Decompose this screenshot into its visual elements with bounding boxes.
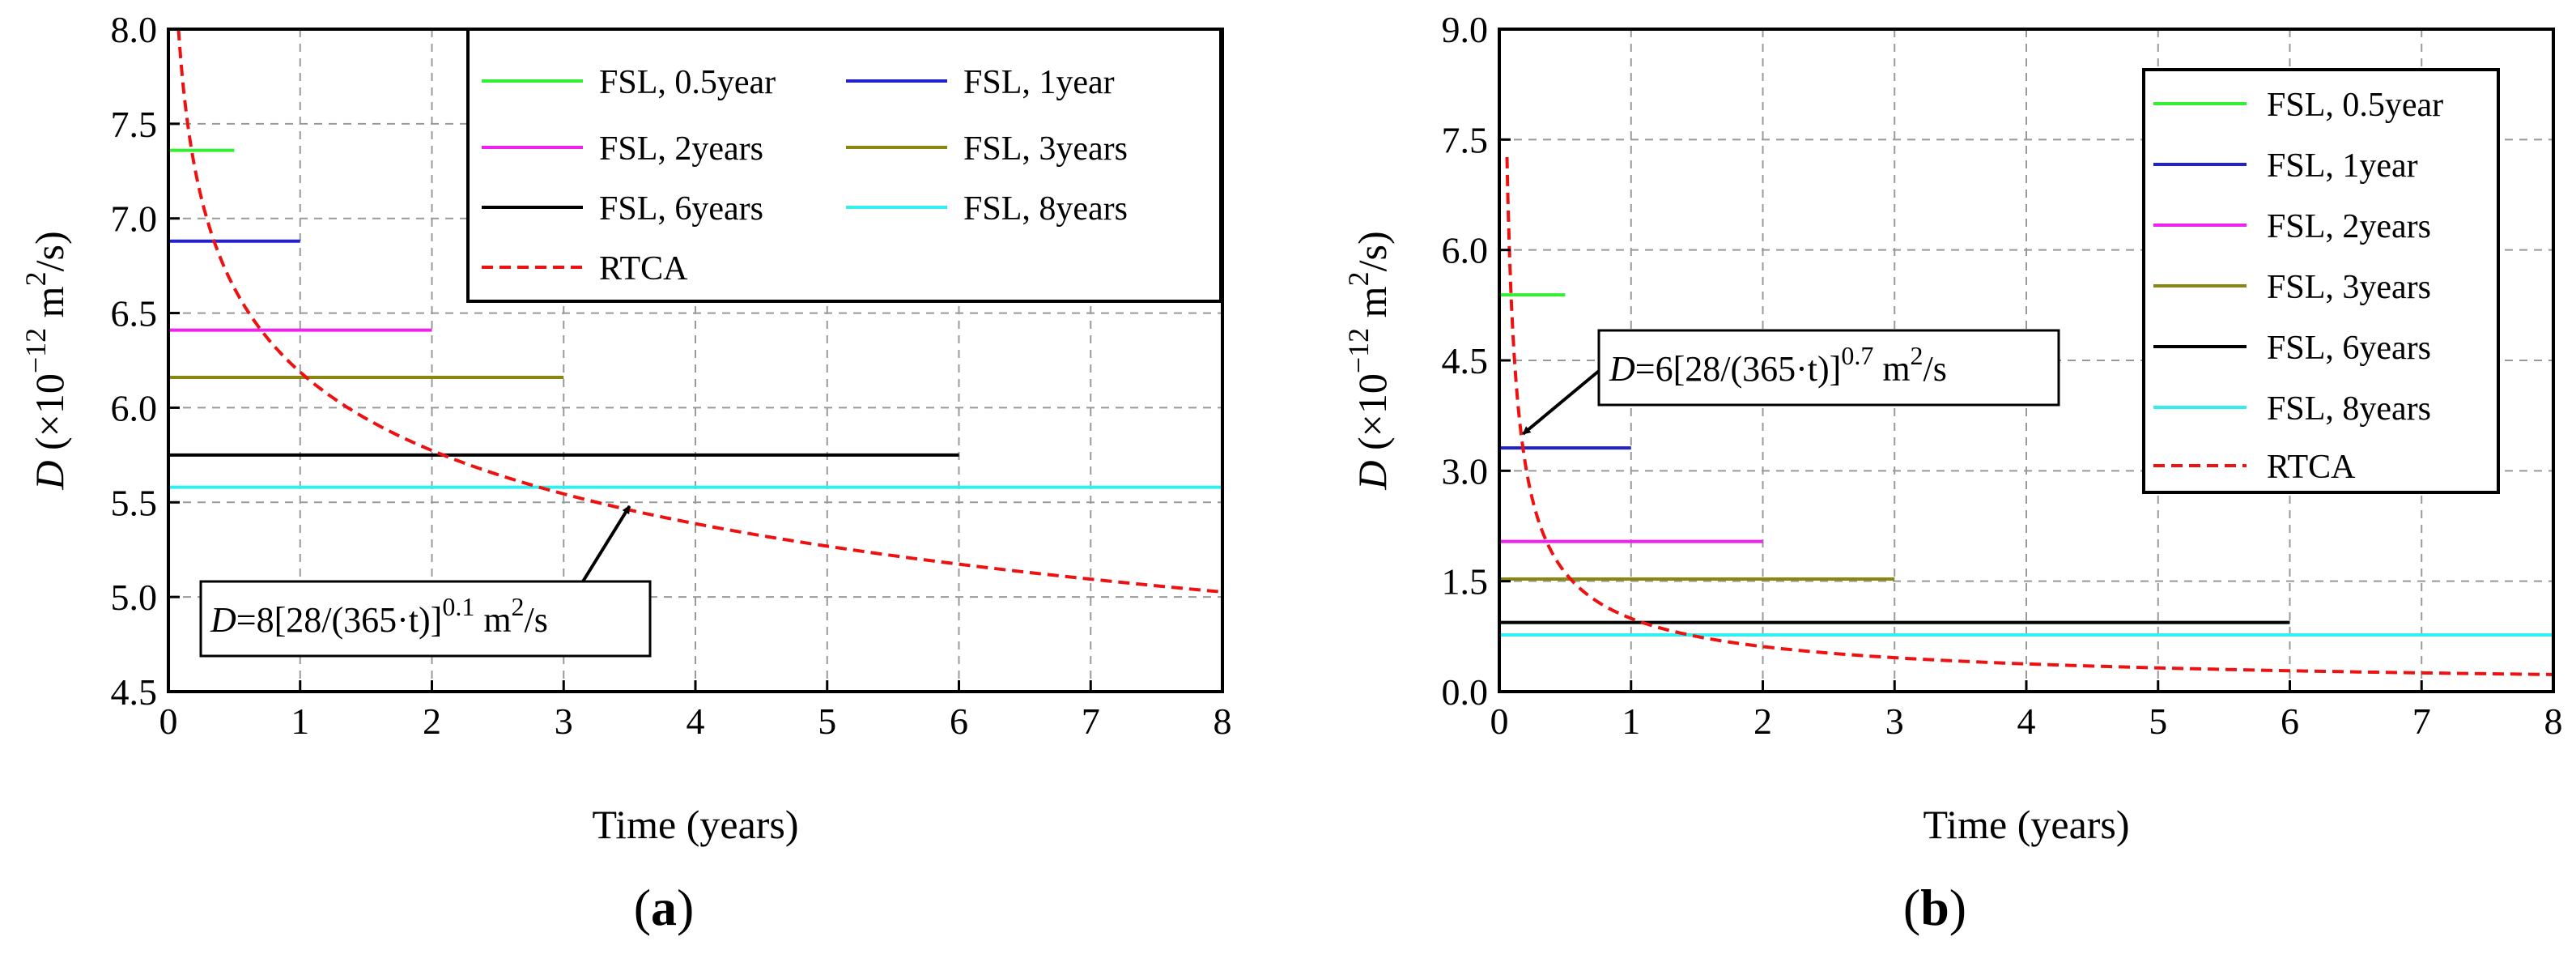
chart-a-y-tick-label-5: 7.0 (111, 198, 158, 240)
chart-b-x-tick-label-7: 7 (2412, 701, 2431, 742)
chart-a-legend-label-3: FSL, 3years (963, 130, 1128, 168)
chart-b-x-axis-label: Time (years) (1923, 802, 2129, 847)
chart-b-y-tick-label-1: 1.5 (1442, 561, 1489, 603)
chart-a-x-tick-label-1: 1 (291, 701, 309, 742)
chart-b-legend: FSL, 0.5year FSL, 1year FSL, 2years FSL,… (2142, 68, 2500, 494)
chart-a-y-tick-label-6: 7.5 (111, 104, 158, 145)
chart-a-legend: FSL, 0.5year FSL, 1year FSL, 2years FSL,… (466, 28, 1222, 303)
chart-a-x-tick-label-2: 2 (423, 701, 441, 742)
chart-a-x-tick-label-0: 0 (159, 701, 178, 742)
chart-a-x-tick-label-5: 5 (818, 701, 836, 742)
chart-a-x-tick-label-3: 3 (555, 701, 573, 742)
chart-a-legend-label-4: FSL, 6years (599, 190, 763, 228)
chart-b-panel-label: (b) (1903, 879, 1966, 936)
chart-b-x-tick-label-4: 4 (2017, 701, 2036, 742)
chart-b-annotation-box (1597, 329, 2060, 407)
chart-a-legend-label-2: FSL, 2years (599, 130, 763, 168)
chart-b-legend-box (2142, 68, 2500, 494)
chart-b-series-rtca (1505, 156, 2554, 676)
chart-b-y-tick-label-4: 6.0 (1442, 230, 1489, 271)
chart-b-annotation-text: D=6[28/(365·t)]0.7 m2/s (1609, 341, 1947, 389)
chart-a-annotation-text: D=8[28/(365·t)]0.1 m2/s (210, 592, 548, 640)
chart-b-ticks (1498, 28, 2555, 693)
chart-b-x-tick-label-5: 5 (2149, 701, 2167, 742)
chart-b-legend-label-5: FSL, 8years (2267, 390, 2431, 428)
chart-a-panel-label: (a) (634, 879, 695, 936)
chart-b-x-tick-label-6: 6 (2281, 701, 2299, 742)
chart-b-annotation: D=6[28/(365·t)]0.7 m2/s (1522, 329, 2060, 436)
chart-a-y-tick-label-1: 5.0 (111, 577, 158, 618)
chart-b-x-tick-label-0: 0 (1490, 701, 1509, 742)
chart-a-legend-label-6: RTCA (599, 250, 688, 287)
chart-b-annotation-arrow (1522, 369, 1600, 436)
chart-b-series (1499, 156, 2554, 676)
chart-a-x-tick-labels: 0 1 2 3 4 5 6 7 8 (159, 701, 1232, 742)
chart-b-legend-label-2: FSL, 2years (2267, 208, 2431, 245)
chart-b-legend-label-1: FSL, 1year (2267, 147, 2418, 185)
chart-a-annotation-arrow (581, 505, 631, 583)
chart-a-annotation-box (199, 580, 652, 658)
chart-b-x-tick-label-8: 8 (2544, 701, 2563, 742)
chart-a-x-tick-label-4: 4 (687, 701, 705, 742)
chart-a-legend-label-5: FSL, 8years (963, 190, 1128, 228)
chart-b-y-tick-label-5: 7.5 (1442, 119, 1489, 160)
chart-a-x-axis-label: Time (years) (592, 802, 798, 847)
chart-panel-a: 4.5 5.0 5.5 6.0 6.5 7.0 7.5 8.0 0 1 2 3 4 5 6 7 8 FSL, … (19, 9, 1232, 936)
chart-b-legend-label-0: FSL, 0.5year (2267, 87, 2443, 124)
chart-a-y-tick-label-0: 4.5 (111, 671, 158, 713)
chart-a-ticks (167, 28, 1224, 693)
chart-a-series (168, 28, 1223, 594)
chart-b-x-tick-label-3: 3 (1885, 701, 1904, 742)
chart-b-y-tick-label-3: 4.5 (1442, 340, 1489, 381)
chart-b-y-tick-label-0: 0.0 (1442, 671, 1489, 713)
chart-a-x-tick-label-8: 8 (1214, 701, 1232, 742)
chart-b-x-tick-label-1: 1 (1622, 701, 1640, 742)
chart-a-annotation: D=8[28/(365·t)]0.1 m2/s (199, 505, 652, 658)
chart-b-legend-label-3: FSL, 3years (2267, 269, 2431, 306)
chart-b-y-axis-label: D (×10−12 m2/s) (1342, 231, 1395, 490)
chart-a-x-tick-label-7: 7 (1082, 701, 1100, 742)
chart-b-y-tick-label-6: 9.0 (1442, 9, 1489, 50)
chart-a-y-tick-label-4: 6.5 (111, 293, 158, 334)
chart-a-legend-label-1: FSL, 1year (963, 64, 1115, 101)
chart-b-y-tick-labels: 0.0 1.5 3.0 4.5 6.0 7.5 9.0 (1442, 9, 1489, 713)
chart-a-y-tick-label-7: 8.0 (111, 9, 158, 50)
chart-a-series-rtca (176, 28, 1223, 594)
chart-a-y-tick-labels: 4.5 5.0 5.5 6.0 6.5 7.0 7.5 8.0 (111, 9, 158, 713)
chart-panel-b: 0.0 1.5 3.0 4.5 6.0 7.5 9.0 0 1 2 3 4 5 6 7 8 FSL, 0.5… (1342, 9, 2563, 936)
chart-b-x-tick-label-2: 2 (1753, 701, 1772, 742)
chart-b-y-tick-label-2: 3.0 (1442, 450, 1489, 492)
chart-b-x-tick-labels: 0 1 2 3 4 5 6 7 8 (1490, 701, 2563, 742)
chart-a-legend-label-0: FSL, 0.5year (599, 64, 776, 101)
chart-a-y-tick-label-3: 6.0 (111, 387, 158, 428)
chart-b-legend-label-6: RTCA (2267, 449, 2356, 486)
chart-a-x-tick-label-6: 6 (950, 701, 968, 742)
chart-a-y-axis-label: D (×10−12 m2/s) (19, 231, 72, 490)
chart-b-legend-label-4: FSL, 6years (2267, 330, 2431, 367)
chart-a-y-tick-label-2: 5.5 (111, 482, 158, 523)
chart-a-legend-box (466, 28, 1222, 303)
